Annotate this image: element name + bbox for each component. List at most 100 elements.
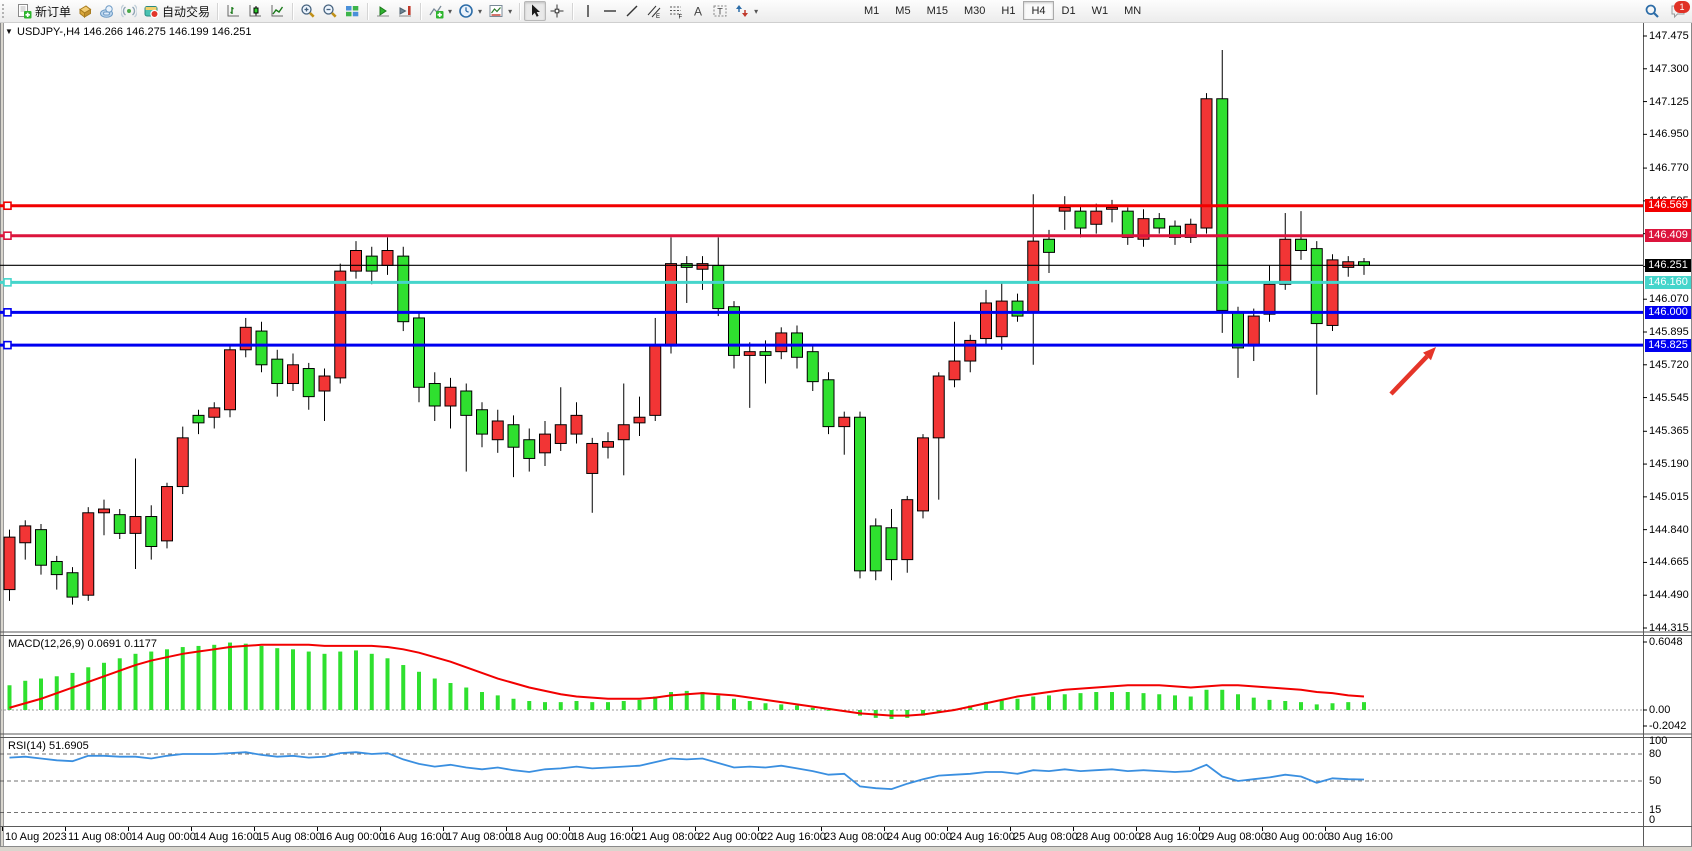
zoom-out-button[interactable]	[319, 1, 341, 21]
candle-body	[381, 250, 394, 266]
candle-body	[82, 512, 95, 596]
candle-body	[145, 516, 158, 548]
candle-body	[129, 516, 142, 534]
chart-shift-button[interactable]	[394, 1, 416, 21]
price-badge-146.160: 146.160	[1645, 275, 1691, 289]
chevron-down-icon: ▾	[508, 6, 513, 16]
channel-tool-button[interactable]: E	[643, 1, 665, 21]
line-handle[interactable]	[3, 201, 12, 211]
candle-body	[885, 527, 898, 561]
macd-bar	[1346, 702, 1351, 710]
text-tool-button[interactable]: A	[687, 1, 709, 21]
price-tick-label: 146.770	[1649, 162, 1689, 175]
zoom-in-button[interactable]	[297, 1, 319, 21]
account-button[interactable]	[96, 1, 118, 21]
auto-trading-icon	[144, 6, 159, 19]
new-order-label: 新订单	[35, 4, 72, 19]
market-box-button[interactable]	[74, 1, 96, 21]
macd-bar	[1314, 704, 1319, 710]
tf-m1-button[interactable]: M1	[856, 1, 887, 20]
line-handle[interactable]	[3, 340, 12, 350]
cursor-tool-button[interactable]	[524, 1, 547, 21]
line-handle[interactable]	[3, 278, 12, 287]
auto-scroll-button[interactable]	[372, 1, 394, 21]
macd-tick-label: 0.00	[1649, 704, 1671, 716]
tf-m15-button[interactable]: M15	[919, 1, 956, 20]
candle-body	[1310, 248, 1323, 325]
symbol-dropdown-icon[interactable]: ▼	[5, 27, 13, 36]
chart-title: USDJPY-,H4 146.266 146.275 146.199 146.2…	[17, 26, 252, 38]
tf-m30-button[interactable]: M30	[956, 1, 993, 20]
annotation-arrow[interactable]	[1389, 354, 1429, 396]
macd-bar	[180, 647, 185, 710]
new-order-button[interactable]: 新订单	[13, 1, 74, 21]
search-button[interactable]	[1641, 1, 1663, 21]
macd-bar	[984, 702, 988, 710]
macd-bar	[1330, 703, 1335, 710]
tf-m5-button[interactable]: M5	[887, 1, 918, 20]
bar-chart-button[interactable]	[222, 1, 244, 21]
text-label-icon: T	[713, 5, 727, 17]
tf-h4-button[interactable]: H4	[1023, 1, 1054, 20]
auto-scroll-icon	[377, 6, 390, 17]
candle-body	[917, 437, 929, 512]
time-tick-label: 21 Aug 08:00	[635, 831, 700, 843]
text-label-tool-button[interactable]: T	[709, 1, 731, 21]
macd-bar	[999, 699, 1004, 710]
macd-bar	[1157, 694, 1162, 710]
macd-bar	[1141, 693, 1146, 710]
candle-body	[602, 441, 614, 448]
macd-bar	[968, 705, 973, 710]
signal-button[interactable]	[118, 1, 140, 21]
macd-bar	[165, 649, 169, 710]
price-tick-label: 144.840	[1649, 523, 1689, 536]
templates-button[interactable]: ▾	[485, 1, 515, 21]
horizontal-line-tool-button[interactable]	[599, 1, 621, 21]
line-handle[interactable]	[3, 231, 12, 241]
candle-body	[1121, 210, 1134, 238]
indicators-button[interactable]: ▾	[425, 1, 455, 21]
tf-d1-button[interactable]: D1	[1054, 1, 1084, 20]
vertical-line-tool-button[interactable]	[577, 1, 599, 21]
candle-body	[1074, 210, 1087, 229]
candle-body	[649, 345, 662, 416]
price-tick-label: 146.070	[1649, 293, 1689, 306]
candle-body	[932, 375, 945, 439]
trendline-tool-button[interactable]	[621, 1, 643, 21]
macd-bar	[590, 702, 595, 710]
candle-body	[1232, 311, 1244, 349]
toolbar-grip[interactable]	[2, 4, 10, 18]
candle-body	[712, 264, 725, 310]
macd-bar	[1299, 702, 1303, 710]
line-handle[interactable]	[3, 308, 12, 317]
macd-bar	[432, 678, 437, 710]
auto-trading-button[interactable]: 自动交易	[140, 1, 213, 21]
macd-tick-label: 0.6048	[1649, 636, 1683, 648]
tf-h1-button[interactable]: H1	[993, 1, 1023, 20]
macd-bar	[653, 696, 658, 710]
candle-body	[523, 439, 536, 459]
rsi-line	[9, 751, 1365, 791]
line-chart-button[interactable]	[266, 1, 288, 21]
tf-w1-button[interactable]: W1	[1084, 1, 1117, 20]
toolbar-separator	[367, 2, 369, 20]
tf-mn-button[interactable]: MN	[1116, 1, 1149, 20]
fibonacci-tool-button[interactable]: F	[665, 1, 687, 21]
candle-body	[775, 332, 788, 353]
crosshair-tool-button[interactable]	[546, 1, 568, 21]
arrows-tool-button[interactable]: ▾	[731, 1, 761, 21]
candle-body	[444, 386, 457, 407]
candle-body	[633, 416, 646, 424]
candle-body	[334, 270, 347, 379]
macd-bar	[763, 703, 768, 710]
candlestick-chart-button[interactable]	[244, 1, 266, 21]
macd-bar	[747, 701, 752, 710]
chat-button[interactable]: 1	[1667, 1, 1690, 21]
periods-button[interactable]: ▾	[455, 1, 485, 21]
candle-body	[192, 414, 205, 424]
candle-body	[1043, 238, 1055, 253]
rsi-indicator-label: RSI(14) 51.6905	[8, 740, 89, 752]
candle-body	[539, 433, 551, 454]
tile-windows-button[interactable]	[341, 1, 363, 21]
